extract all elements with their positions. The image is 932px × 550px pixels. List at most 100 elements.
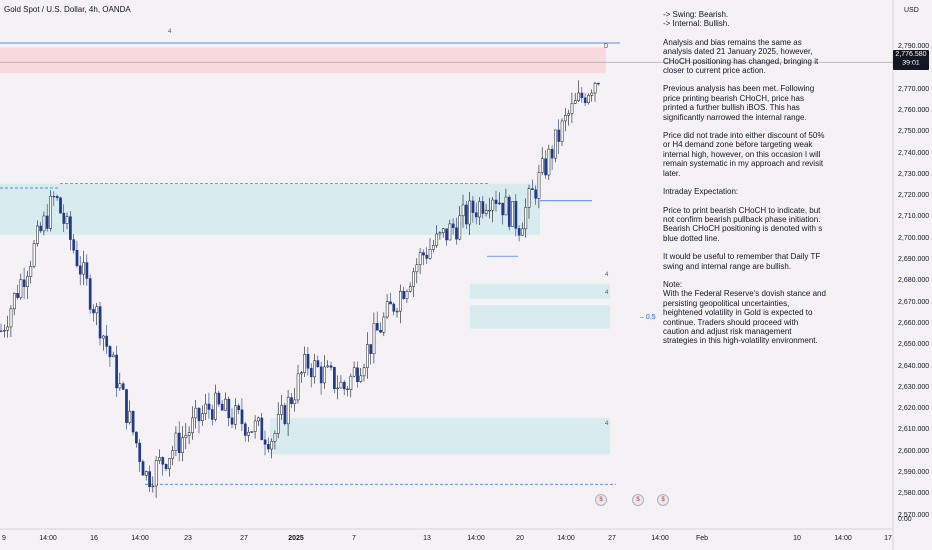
candle-body [313,360,316,378]
candle-body [435,233,439,246]
candle-body [517,228,521,236]
candle-body [389,301,392,305]
symbol-title[interactable]: Gold Spot / U.S. Dollar, 4h, OANDA [4,5,131,14]
candle-body [214,392,217,420]
candle-body [531,188,534,190]
price-tick: 2,760.000 [898,106,930,114]
candle-body [59,197,62,214]
candle-body [184,434,188,438]
price-tick: 2,650.000 [898,341,930,349]
candle-body [201,413,204,422]
price-tick: 2,570.000 [898,511,930,519]
note-analysis: Analysis and bias remains the same as an… [663,37,819,76]
candle-body [141,461,145,476]
candle-body [372,323,376,355]
candle-body [69,216,72,240]
candle-body [445,228,448,241]
candle-body [128,410,132,423]
note-price: Price did not trade into either discount… [663,131,825,178]
economic-event-icon[interactable]: $ [595,494,607,506]
price-tick: 2,660.000 [898,319,930,327]
price-tick: 2,770.000 [898,85,930,93]
price-tick: 2,680.000 [898,277,930,285]
price-tick: 2,720.000 [898,192,930,200]
candle-body [49,195,52,229]
candle-body [593,82,597,94]
price-tick: 2,790.000 [898,43,930,50]
candle-body [395,310,399,313]
candle-body [432,245,435,250]
candle-body [19,279,23,298]
candle-body [382,316,386,333]
candle-body [131,410,135,433]
candle-body [359,375,363,382]
candle-body [273,433,277,442]
candle-body [577,92,580,101]
candle-body [501,202,505,216]
candle-body [111,354,115,358]
candle-body [303,354,307,373]
time-tick: 27 [608,535,616,542]
candle-body [286,397,290,425]
candle-body [230,417,234,425]
candle-body [425,254,429,259]
price-tick: 2,580.000 [898,490,930,498]
time-tick: 14:00 [467,535,485,542]
candle-body [560,120,564,142]
candle-body [115,354,118,389]
candle-body [356,367,359,382]
currency-label[interactable]: USD [904,7,919,14]
candle-body [564,115,567,122]
candle-body [418,252,422,265]
candle-body [547,148,551,176]
candle-body [227,398,231,419]
time-tick: 14:00 [557,535,575,542]
economic-event-icon[interactable]: $ [657,494,669,506]
zone-label-demand-3: 4 [605,421,609,427]
candle-body [544,158,547,176]
zone-label-supply: 4 [168,29,172,35]
candle-body [316,360,320,368]
time-tick: 14:00 [131,535,149,542]
last-price: 2,776.580 [895,51,927,58]
candle-body [181,437,184,454]
candle-body [323,366,326,384]
candle-body [102,335,105,339]
time-tick: 14:00 [834,535,852,542]
candle-body [488,209,491,212]
candle-body [16,293,19,298]
candle-body [72,239,76,251]
candle-body [534,189,538,199]
candle-body [138,442,142,462]
candle-body [590,92,594,96]
candle-body [540,158,544,173]
candle-body [412,271,415,287]
candle-body [98,306,102,339]
time-tick: 20 [516,535,524,542]
economic-event-icon[interactable]: $ [632,494,644,506]
candle-body [224,398,227,411]
candle-body [0,330,3,332]
note-daily: It would be useful to remember that Dail… [663,252,821,271]
candle-body [481,201,485,214]
note-previous: Previous analysis has been met. Followin… [663,84,815,122]
candle-body [108,346,112,358]
candle-body [511,201,514,227]
candle-body [118,383,122,389]
candle-body [95,306,99,314]
candle-body [557,129,561,142]
candle-body [514,201,518,229]
candle-body [468,200,472,225]
candle-body [217,392,221,405]
candle-body [461,204,465,217]
time-tick: 14:00 [39,535,57,542]
candle-body [474,212,478,218]
price-tick: 2,590.000 [898,469,930,476]
time-tick: 10 [793,535,801,542]
candle-body [583,97,587,104]
candle-body [339,381,343,389]
candle-body [306,354,310,369]
zone-label-demand-1: 4 [605,272,609,278]
candle-body [253,420,257,432]
